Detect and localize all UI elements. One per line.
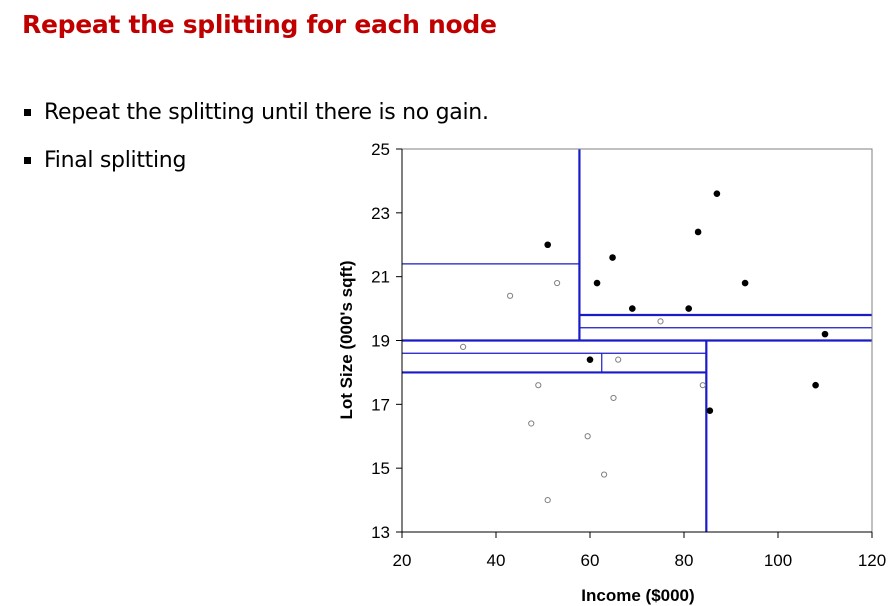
split-lines (402, 149, 872, 532)
x-tick-label: 80 (675, 551, 694, 570)
data-point-filled (593, 279, 601, 287)
y-tick-label: 13 (371, 523, 390, 542)
data-point-filled (706, 407, 714, 415)
data-point-filled (544, 241, 551, 249)
bullet-list: Repeat the splitting until there is no g… (22, 100, 489, 196)
data-point-open (615, 356, 622, 363)
data-point-open (657, 318, 664, 325)
data-point-open (544, 496, 551, 504)
bullet-square-icon (24, 157, 31, 164)
x-tick-label: 100 (764, 551, 792, 570)
x-tick-label: 120 (858, 551, 886, 570)
data-point-filled (741, 279, 749, 287)
data-point-filled (694, 228, 702, 236)
data-point-open (601, 471, 608, 478)
bullet-text: Final splitting (44, 148, 187, 173)
bullet-item: Final splitting (22, 148, 489, 196)
data-point-open (610, 394, 617, 402)
y-tick-label: 15 (371, 459, 390, 478)
data-point-open (584, 433, 591, 440)
data-point-open (554, 279, 561, 287)
slide-title: Repeat the splitting for each node (22, 10, 497, 39)
y-tick-label: 23 (371, 204, 390, 223)
data-point-filled (713, 190, 721, 197)
data-point-open (699, 382, 706, 389)
x-tick-label: 40 (487, 551, 506, 570)
y-tick-label: 19 (371, 332, 390, 351)
y-axis-title: Lot Size (000's sqft) (337, 261, 356, 420)
chart-axes: 20 40 60 80 100 120 13 15 17 19 21 23 25 (371, 140, 886, 570)
data-point-open (528, 420, 535, 427)
data-point-filled (629, 305, 636, 312)
bullet-item: Repeat the splitting until there is no g… (22, 100, 489, 148)
data-point-filled (685, 305, 692, 312)
x-axis-title: Income ($000) (581, 586, 694, 605)
data-point-open (460, 343, 467, 350)
y-tick-label: 17 (371, 395, 390, 414)
data-points (460, 190, 829, 504)
bullet-square-icon (24, 109, 31, 116)
data-point-filled (609, 254, 616, 261)
y-tick-label: 25 (371, 140, 390, 159)
x-tick-label: 60 (581, 551, 600, 570)
y-tick-label: 21 (371, 268, 390, 287)
data-point-filled (586, 356, 594, 363)
data-point-filled (821, 330, 829, 338)
bullet-text: Repeat the splitting until there is no g… (44, 100, 489, 125)
data-point-open (535, 382, 542, 389)
data-point-filled (812, 381, 819, 389)
data-point-open (507, 292, 514, 299)
x-tick-label: 20 (393, 551, 412, 570)
